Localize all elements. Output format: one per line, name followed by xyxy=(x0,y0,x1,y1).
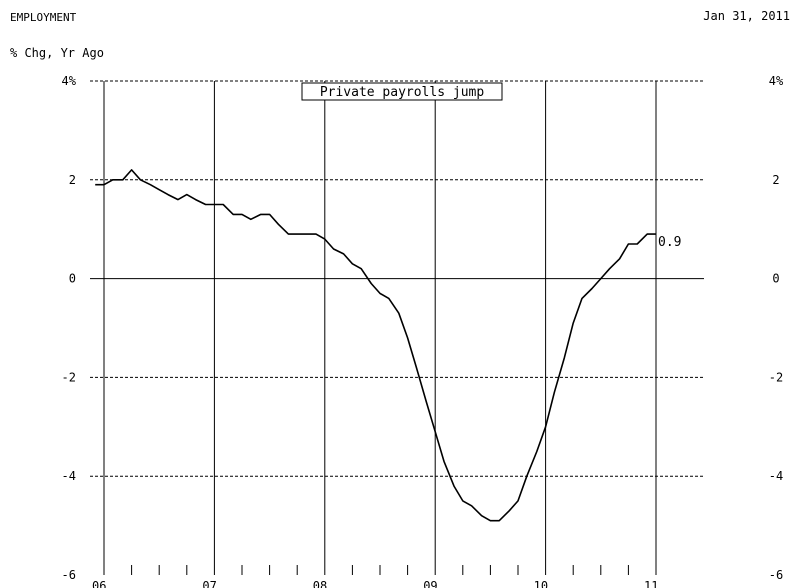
x-tick-label: 08 xyxy=(313,579,327,588)
x-tick-label: 10 xyxy=(534,579,548,588)
series-line xyxy=(95,169,656,522)
y-tick-label-right: 4% xyxy=(769,74,784,88)
x-tick-label: 06 xyxy=(92,579,106,588)
last-value-label: 0.9 xyxy=(658,235,681,250)
y-tick-label-left: 0 xyxy=(69,272,76,286)
y-tick-label-left: -4 xyxy=(62,469,76,483)
x-tick-label: 11 xyxy=(644,579,658,588)
section-title: EMPLOYMENT xyxy=(10,11,77,24)
y-tick-label-left: -2 xyxy=(62,370,76,384)
x-tick-label: 07 xyxy=(202,579,216,588)
units-label: % Chg, Yr Ago xyxy=(10,46,104,60)
y-tick-label-left: -6 xyxy=(62,568,76,582)
y-tick-label-right: 0 xyxy=(772,272,779,286)
y-tick-label-right: -4 xyxy=(769,469,783,483)
annotation-text: Private payrolls jump xyxy=(320,85,485,100)
y-tick-label-right: -2 xyxy=(769,370,783,384)
y-tick-label-right: 2 xyxy=(772,173,779,187)
y-tick-label-right: -6 xyxy=(769,568,783,582)
y-tick-label-left: 2 xyxy=(69,173,76,187)
report-date: Jan 31, 2011 xyxy=(703,9,790,23)
x-tick-label: 09 xyxy=(423,579,437,588)
y-tick-label-left: 4% xyxy=(62,74,77,88)
annotation-box xyxy=(301,82,503,101)
